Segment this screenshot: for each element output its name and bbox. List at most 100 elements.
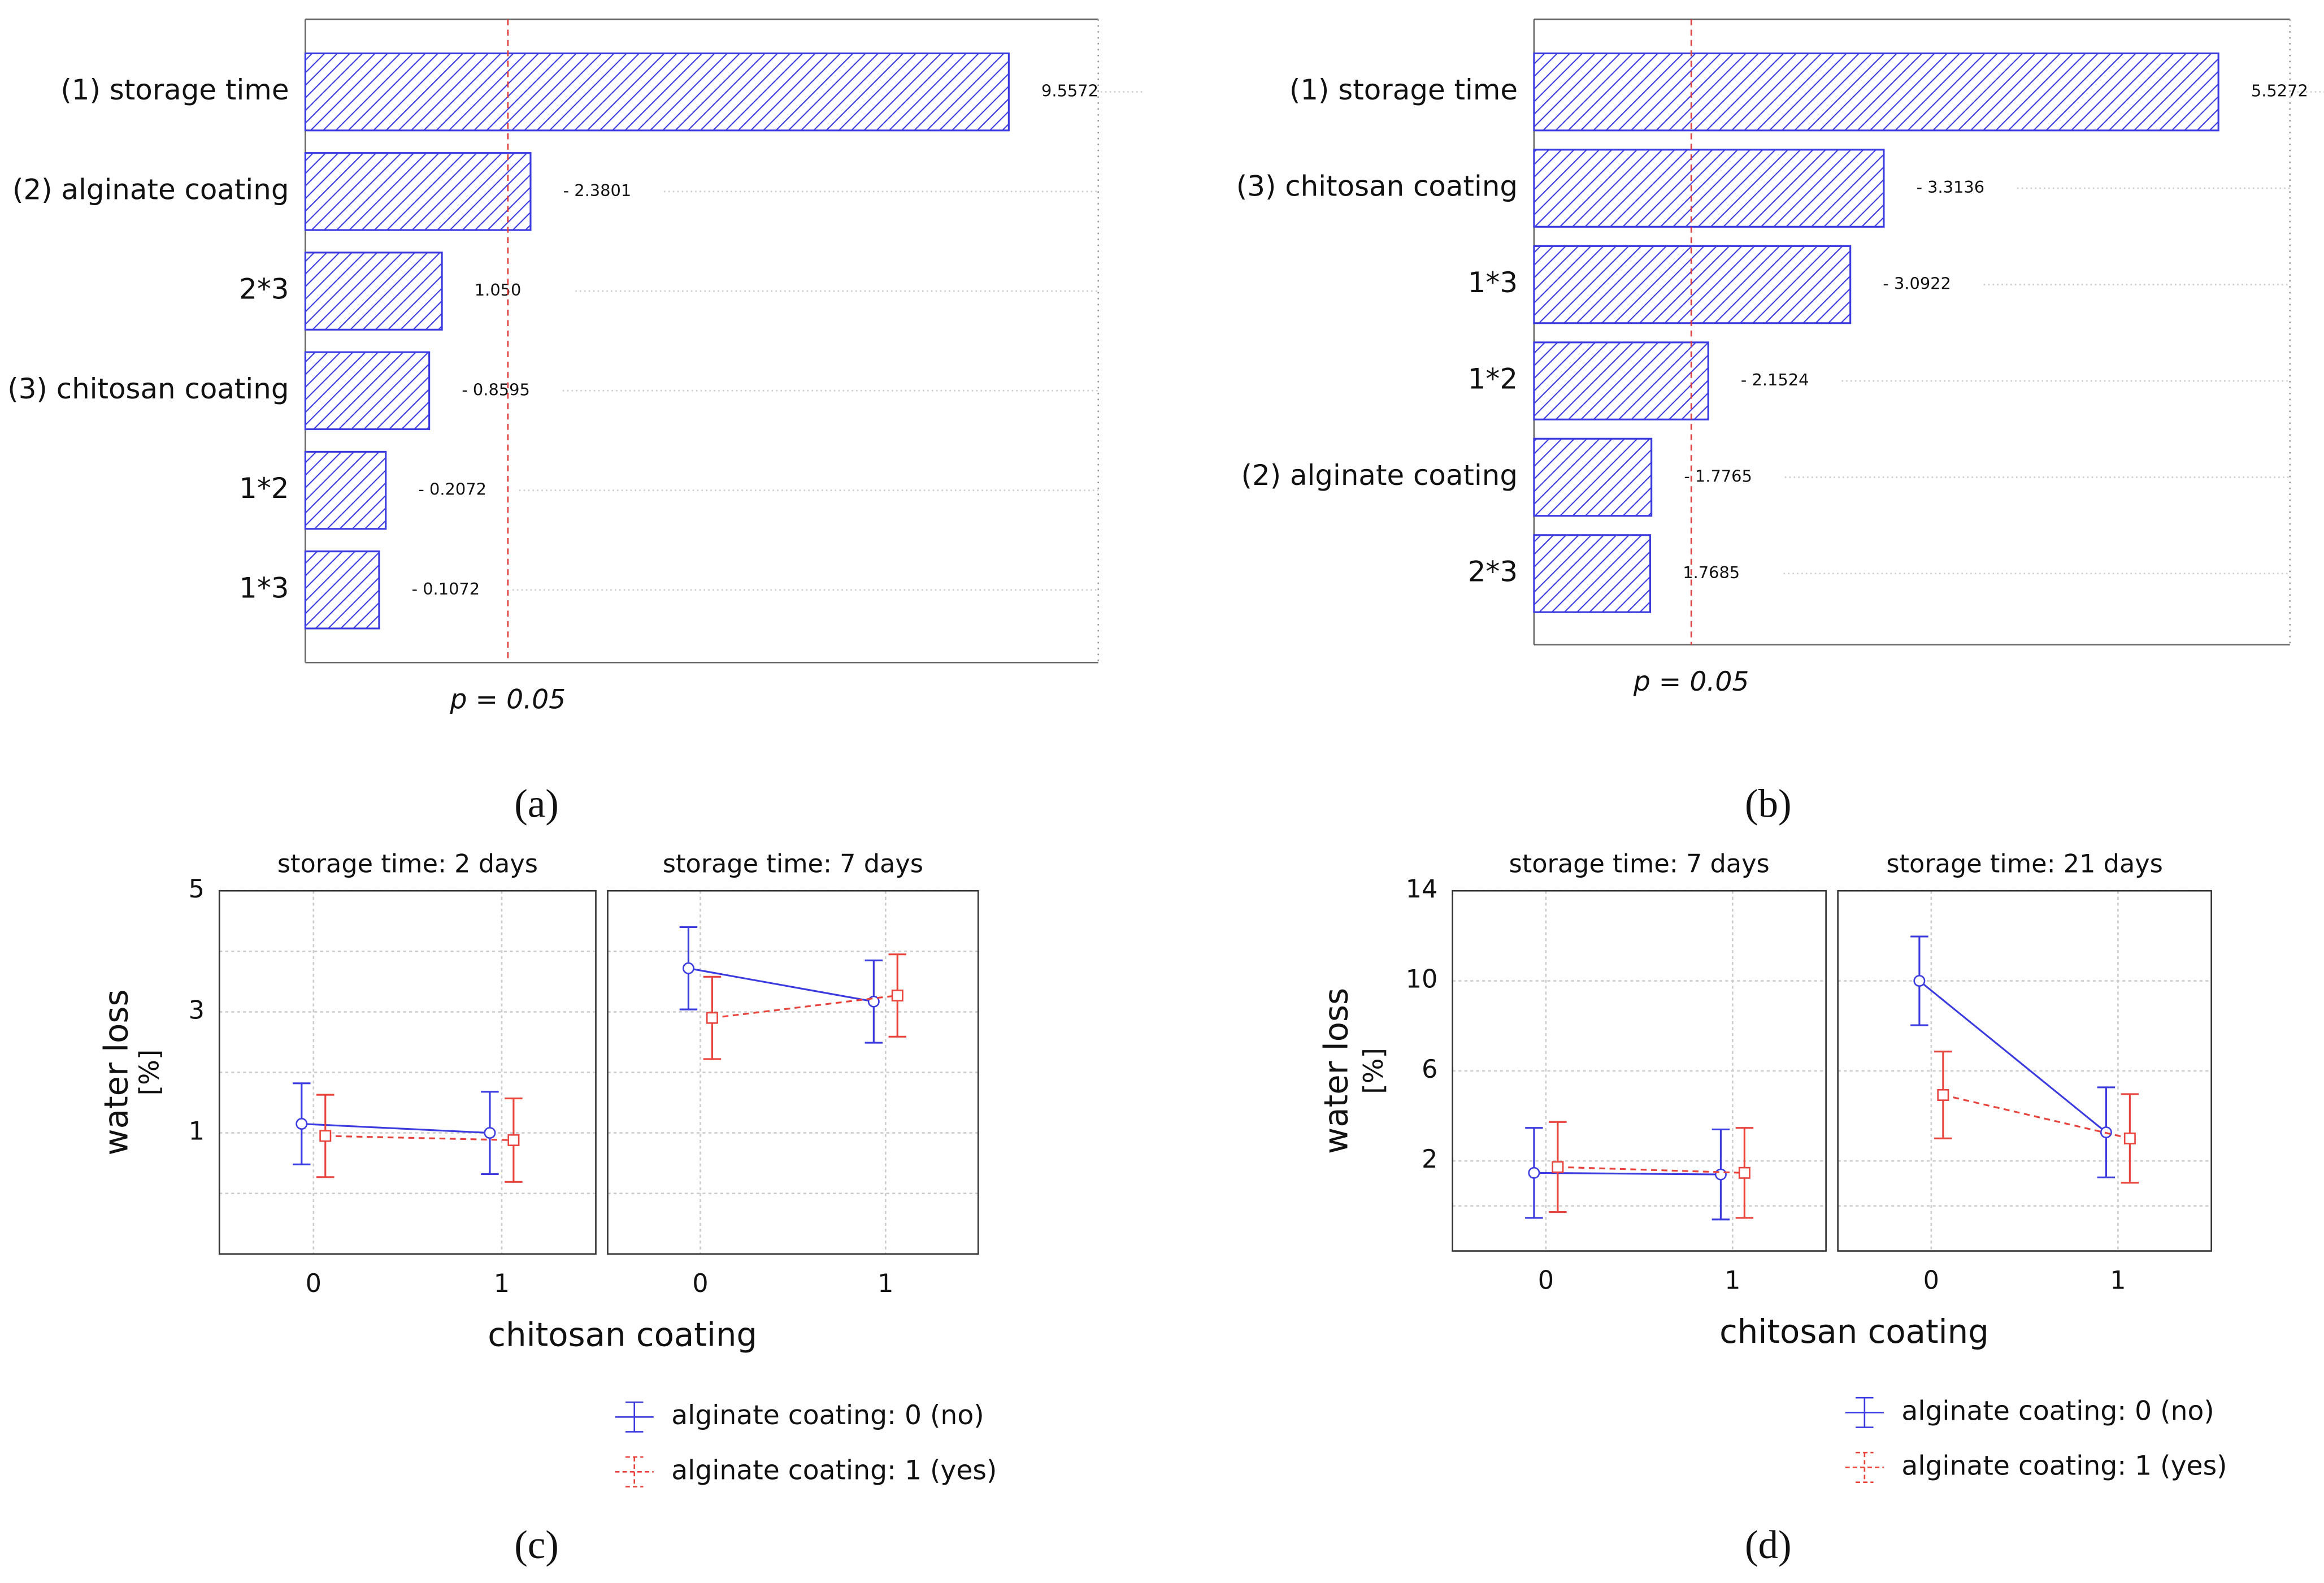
x-tick-label: 0 — [1923, 1266, 1939, 1295]
panel-frame — [218, 890, 597, 1255]
marker — [319, 1130, 332, 1142]
category-label: (1) storage time — [1289, 73, 1518, 106]
series-line — [1557, 1166, 1745, 1174]
x-axis-label: chitosan coating — [1719, 1312, 1989, 1351]
value-label: 1.050 — [475, 280, 522, 300]
panel-frame — [607, 890, 979, 1255]
y-tick-label: 1 — [189, 1117, 205, 1146]
panel-frame — [1452, 890, 1827, 1252]
y-tick-label: 2 — [1422, 1144, 1437, 1174]
y-tick-label: 10 — [1406, 965, 1438, 994]
category-label: 1*3 — [1468, 266, 1518, 299]
series-line — [712, 994, 898, 1019]
panel-frame — [1837, 890, 2212, 1252]
marker — [1714, 1168, 1727, 1181]
category-label: 1*2 — [1468, 363, 1518, 396]
marker — [891, 989, 903, 1001]
bar — [1533, 52, 2219, 132]
series-line — [325, 1135, 514, 1142]
category-label: (2) alginate coating — [12, 173, 289, 206]
category-label: (3) chitosan coating — [1236, 170, 1518, 203]
legend-label: alginate coating: 1 (yes) — [1901, 1450, 2227, 1481]
bar — [1533, 437, 1653, 517]
value-label: - 1.7765 — [1684, 466, 1752, 485]
legend-label: alginate coating: 1 (yes) — [671, 1455, 997, 1486]
x-tick-label: 1 — [494, 1269, 510, 1298]
value-label: - 3.0922 — [1883, 274, 1951, 293]
category-label: (1) storage time — [60, 73, 289, 106]
legend-label: alginate coating: 0 (no) — [1901, 1395, 2214, 1426]
legend-symbol — [615, 1456, 654, 1487]
bar — [1533, 149, 1885, 228]
series-line — [1918, 980, 2107, 1133]
y-axis-label: [%] — [1358, 1048, 1389, 1094]
panel-title: storage time: 7 days — [1509, 849, 1770, 879]
x-tick-label: 1 — [1724, 1266, 1740, 1295]
reference-label: p = 0.05 — [450, 684, 566, 715]
value-label: - 0.2072 — [418, 480, 486, 499]
caption: (d) — [1745, 1523, 1792, 1567]
y-tick-label: 3 — [189, 995, 205, 1025]
value-label: - 0.1072 — [412, 579, 480, 598]
marker — [1552, 1161, 1564, 1173]
panel-title: storage time: 7 days — [663, 849, 923, 879]
bar — [1533, 341, 1709, 420]
category-label: 1*3 — [239, 571, 289, 604]
marker — [1528, 1166, 1540, 1179]
bar — [304, 450, 387, 530]
y-tick-label: 5 — [189, 874, 205, 904]
y-tick-label: 14 — [1406, 874, 1438, 904]
y-tick-label: 6 — [1422, 1055, 1437, 1084]
category-label: 1*2 — [239, 472, 289, 505]
category-label: (2) alginate coating — [1241, 459, 1518, 492]
marker — [507, 1134, 520, 1146]
x-axis-label: chitosan coating — [488, 1315, 757, 1354]
value-label: 9.5572 — [1041, 81, 1098, 101]
series-line — [1534, 1172, 1721, 1176]
y-axis-label: water loss — [97, 989, 135, 1155]
panel-title: storage time: 21 days — [1886, 849, 2163, 879]
x-tick-label: 0 — [1538, 1266, 1554, 1295]
bar — [1533, 245, 1852, 324]
value-label: 5.5272 — [2251, 81, 2308, 101]
bar — [304, 550, 380, 630]
bar — [304, 251, 443, 331]
category-label: 2*3 — [1468, 555, 1518, 588]
legend-label: alginate coating: 0 (no) — [671, 1400, 984, 1431]
marker — [682, 962, 694, 974]
value-label: - 0.8595 — [462, 380, 530, 399]
marker — [706, 1012, 718, 1024]
value-label: 1.7685 — [1683, 563, 1740, 582]
reference-label: p = 0.05 — [1633, 666, 1749, 697]
marker — [296, 1118, 308, 1130]
caption: (b) — [1745, 782, 1792, 826]
x-tick-label: 0 — [692, 1269, 708, 1298]
value-label: - 2.3801 — [563, 181, 632, 200]
marker — [1738, 1166, 1750, 1179]
category-label: 2*3 — [239, 273, 289, 306]
series-line — [1943, 1094, 2130, 1139]
category-label: (3) chitosan coating — [7, 372, 289, 405]
bar — [1533, 534, 1652, 613]
legend-symbol — [615, 1401, 654, 1433]
marker — [484, 1127, 496, 1139]
legend-symbol — [1845, 1451, 1884, 1483]
y-axis-label: water loss — [1317, 988, 1355, 1154]
value-label: - 3.3136 — [1917, 177, 1985, 197]
legend-symbol — [1845, 1396, 1884, 1428]
panel-title: storage time: 2 days — [277, 849, 538, 879]
series-line — [688, 967, 874, 1003]
value-label: - 2.1524 — [1741, 370, 1809, 389]
bar — [304, 52, 1010, 132]
caption: (a) — [514, 782, 559, 826]
y-axis-label: [%] — [134, 1049, 166, 1096]
series-line — [301, 1122, 490, 1134]
caption: (c) — [514, 1523, 559, 1567]
bar — [304, 351, 431, 431]
marker — [1913, 975, 1926, 987]
x-tick-label: 1 — [878, 1269, 893, 1298]
marker — [2123, 1132, 2136, 1144]
x-tick-label: 0 — [306, 1269, 322, 1298]
marker — [1937, 1089, 1949, 1101]
